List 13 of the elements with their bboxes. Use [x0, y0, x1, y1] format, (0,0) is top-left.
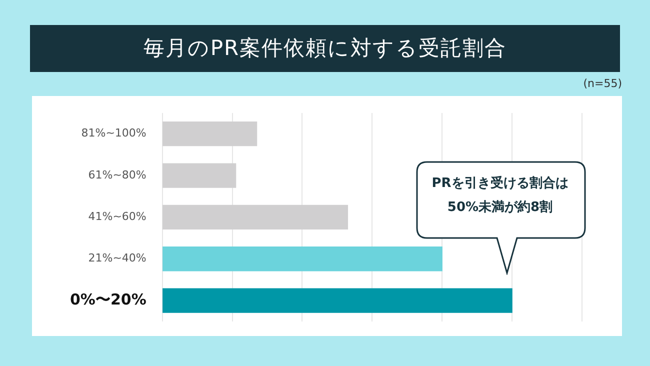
- y-tick-label: 61%~80%: [88, 168, 146, 182]
- y-tick-label: 41%~60%: [88, 210, 146, 224]
- annotation: PRを引き受ける割合は 50%未満が約8割: [430, 174, 570, 217]
- y-tick-label: 0%〜20%: [70, 290, 146, 308]
- chart-title: 毎月のPR案件依頼に対する受託割合: [30, 25, 620, 72]
- y-tick-label: 81%~100%: [81, 126, 146, 140]
- bar: [162, 122, 258, 146]
- bar: [162, 246, 442, 272]
- bar: [162, 288, 512, 313]
- bar: [162, 163, 236, 188]
- bar: [162, 204, 348, 230]
- y-tick-label: 21%~40%: [88, 252, 146, 265]
- text: (n=55): [583, 77, 622, 90]
